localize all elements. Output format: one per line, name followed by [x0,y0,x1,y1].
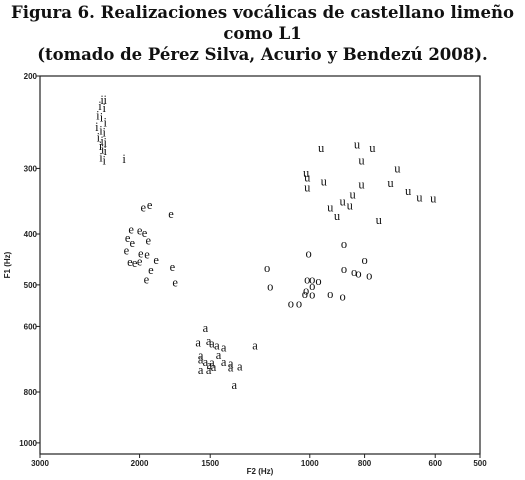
vowel-point-o: o [267,280,273,294]
vowel-point-u: u [430,191,437,205]
vowel-point-u: u [347,199,354,213]
x-axis-ticks: 3000 2000 1500 1000 800 600 500 [31,454,487,468]
vowel-point-i: i [102,154,106,168]
vowel-point-o: o [296,296,302,310]
plot-frame [40,76,480,454]
vowel-point-o: o [355,267,361,281]
vowel-point-a: a [206,363,212,377]
vowel-point-a: a [228,360,234,374]
vowel-point-o: o [288,296,294,310]
vowel-point-i: i [122,152,126,166]
vowel-point-u: u [354,137,361,151]
vowel-point-u: u [318,141,325,155]
vowel-point-u: u [416,191,423,205]
vowel-point-e: e [144,272,150,286]
vowel-point-e: e [153,253,159,267]
vowel-point-o: o [302,287,308,301]
vowel-point-a: a [203,321,209,335]
vowel-points: i ii ii i ii i ii i iii ii i ie eee e ee eee e e ee e e eee eu… [95,93,437,392]
vowel-point-e: e [170,260,176,274]
vowel-point-o: o [361,253,367,267]
vowel-point-o: o [305,247,311,261]
vowel-point-e: e [147,198,153,212]
vowel-point-e: e [141,200,147,214]
x-axis-label: F2 (Hz) [247,467,274,476]
x-tick-label: 2000 [131,459,149,468]
vowel-point-o: o [327,287,333,301]
y-axis-label: F1 (Hz) [3,251,12,278]
vowel-point-a: a [221,355,227,369]
x-tick-label: 1500 [201,459,219,468]
y-tick-label: 800 [24,388,38,397]
x-tick-label: 600 [429,459,443,468]
vowel-point-a: a [232,378,238,392]
x-tick-label: 500 [473,459,487,468]
vowel-point-a: a [211,360,217,374]
x-tick-label: 3000 [31,459,49,468]
y-tick-label: 500 [24,281,38,290]
vowel-point-e: e [168,207,174,221]
vowel-point-o: o [366,269,372,283]
y-tick-label: 300 [24,164,38,173]
y-axis-ticks: 200 300 400 500 600 800 1000 [19,72,40,448]
vowel-point-a: a [252,338,258,352]
vowel-point-o: o [341,237,347,251]
vowel-point-u: u [321,175,328,189]
vowel-point-u: u [358,178,365,192]
vowel-point-a: a [237,360,243,374]
vowel-point-o: o [264,261,270,275]
vowel-point-u: u [405,184,412,198]
vowel-point-e: e [137,254,143,268]
vowel-point-o: o [339,289,345,303]
x-tick-label: 1000 [301,459,319,468]
vowel-point-e: e [130,236,136,250]
vowel-point-a: a [195,336,201,350]
vowel-point-o: o [315,274,321,288]
vowel-point-u: u [394,161,401,175]
vowel-point-u: u [334,209,341,223]
y-tick-label: 600 [24,322,38,331]
y-tick-label: 400 [24,230,38,239]
y-tick-label: 200 [24,72,38,81]
x-tick-label: 800 [358,459,372,468]
vowel-point-e: e [172,276,178,290]
vowel-point-u: u [376,213,383,227]
vowel-point-u: u [358,154,365,168]
vowel-point-u: u [304,180,311,194]
vowel-point-u: u [339,195,346,209]
vowel-point-o: o [341,262,347,276]
y-tick-label: 1000 [19,439,37,448]
vowel-point-e: e [144,248,150,262]
vowel-point-a: a [198,363,204,377]
vowel-point-a: a [221,341,227,355]
vowel-point-e: e [146,234,152,248]
vowel-point-u: u [387,176,394,190]
vowel-point-u: u [369,141,376,155]
vowel-point-o: o [309,288,315,302]
